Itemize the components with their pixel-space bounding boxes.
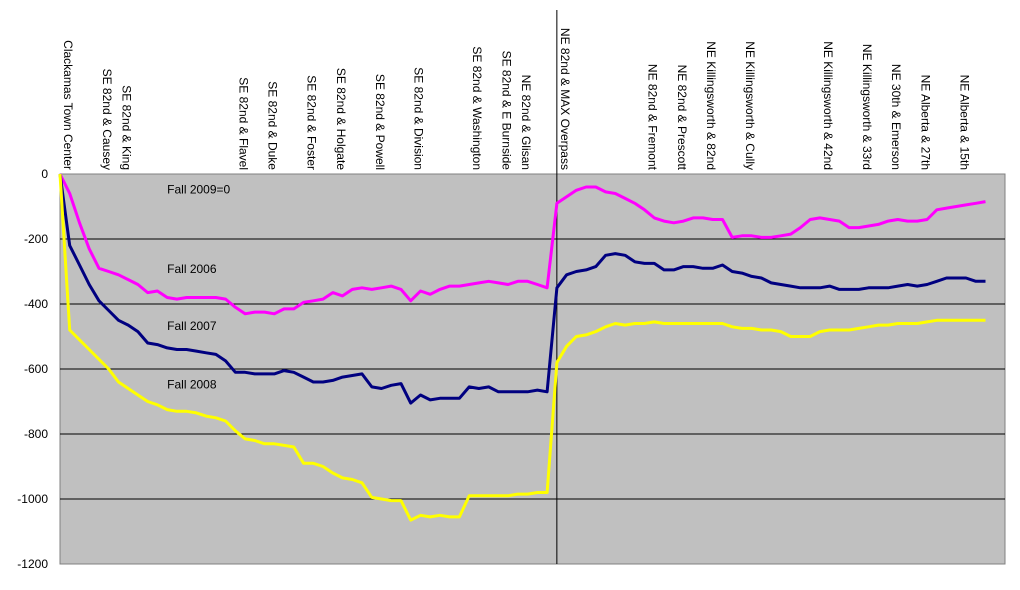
- category-label: SE 82nd & Causey: [100, 69, 114, 170]
- annotation-label: Fall 2008: [167, 378, 217, 392]
- y-tick-label: 0: [41, 167, 48, 181]
- annotations: Fall 2009=0 Fall 2006 Fall 2007 Fall 2008: [167, 183, 230, 392]
- category-label: SE 82nd & Holgate: [334, 68, 348, 170]
- category-label: SE 82nd & Duke: [266, 81, 280, 170]
- gridlines: [60, 238, 1005, 500]
- category-label: NE Alberta & 15th: [957, 75, 971, 170]
- category-label: NE 82nd & Prescott: [675, 65, 689, 171]
- series-line: [58, 173, 986, 316]
- category-label: NE Killingsworth & Cully: [743, 41, 757, 170]
- y-tick-label: -1200: [17, 557, 48, 571]
- category-label: SE 82nd & Powell: [373, 74, 387, 170]
- category-label: NE 82nd & Fremont: [646, 64, 660, 171]
- category-label: NE 82nd & MAX Overpass: [558, 28, 572, 170]
- y-tick-label: -800: [24, 427, 48, 441]
- category-label: SE 82nd & E Burnside: [499, 51, 513, 171]
- category-label: NE Killingsworth & 42nd: [821, 41, 835, 170]
- category-label: SE 82nd & Flavel: [236, 77, 250, 170]
- annotation-label: Fall 2009=0: [167, 183, 230, 197]
- category-label: NE 82nd & Glisan: [519, 75, 533, 170]
- y-tick-label: -200: [24, 232, 48, 246]
- series-line: [58, 173, 986, 522]
- category-label: NE 30th & Emerson: [889, 64, 903, 170]
- category-labels: Clackamas Town Center SE 82nd & Causey SE …: [61, 28, 971, 171]
- category-label: NE Killingsworth & 82nd: [704, 41, 718, 170]
- annotation-label: Fall 2006: [167, 262, 217, 276]
- category-label: SE 82nd & Foster: [305, 75, 319, 170]
- y-tick-label: -600: [24, 362, 48, 376]
- category-label: SE 82nd & Division: [412, 67, 426, 170]
- category-label: SE 82nd & King: [119, 85, 133, 170]
- category-label: NE Alberta & 27th: [918, 75, 932, 170]
- series-line: [58, 173, 986, 405]
- annotation-label: Fall 2007: [167, 319, 217, 333]
- series-lines: [58, 173, 986, 522]
- category-label: SE 82nd & Washington: [470, 46, 484, 170]
- category-label: NE Killingsworth & 33rd: [860, 44, 874, 170]
- y-tick-label: -1000: [17, 492, 48, 506]
- category-label: Clackamas Town Center: [61, 40, 75, 170]
- y-tick-label: -400: [24, 297, 48, 311]
- y-axis-ticks: 0 -200 -400 -600 -800 -1000 -1200: [17, 167, 48, 571]
